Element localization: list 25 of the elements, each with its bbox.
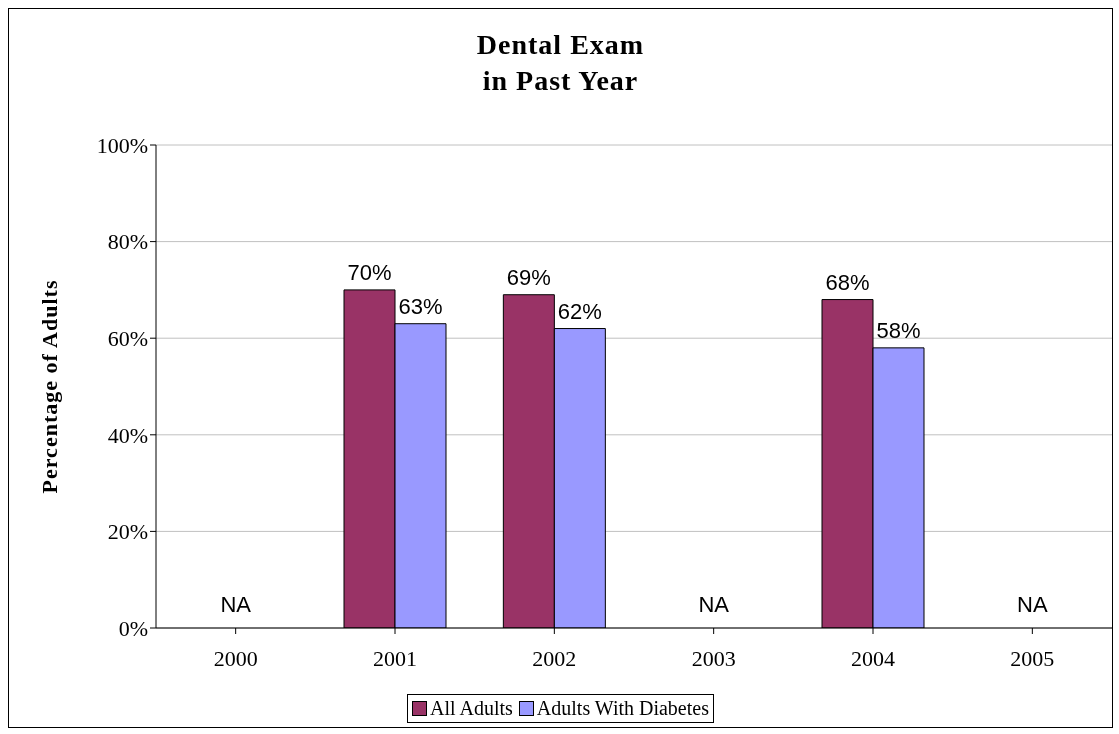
annotation: NA <box>698 592 730 617</box>
y-axis-title: Percentage of Adults <box>36 279 62 494</box>
annotation: NA <box>1017 592 1048 617</box>
y-tick-label: 80% <box>107 229 148 255</box>
x-tick-label: 2001 <box>373 645 417 671</box>
data-label: 70% <box>347 259 392 285</box>
data-label: 62% <box>557 298 602 324</box>
data-label: 58% <box>876 317 921 343</box>
x-tick-label: 2005 <box>1010 645 1055 671</box>
legend-label: All Adults <box>429 697 513 720</box>
x-tick-label: 2004 <box>851 645 895 671</box>
y-tick-label: 20% <box>107 519 148 545</box>
legend-label: Adults With Diabetes <box>535 697 709 720</box>
y-tick-label: 100% <box>96 132 148 158</box>
y-tick-label: 0% <box>118 615 148 641</box>
x-tick-label: 2003 <box>691 645 736 671</box>
data-label: 63% <box>398 293 443 319</box>
data-label: 69% <box>506 264 551 290</box>
x-tick-label: 2002 <box>532 645 577 671</box>
y-tick-label: 60% <box>107 326 148 352</box>
x-tick-label: 2000 <box>213 645 258 671</box>
y-tick-label: 40% <box>107 422 148 448</box>
chart-title: Dental Exam in Past Year <box>475 28 646 98</box>
data-label: 68% <box>825 269 870 295</box>
annotation: NA <box>220 592 252 617</box>
